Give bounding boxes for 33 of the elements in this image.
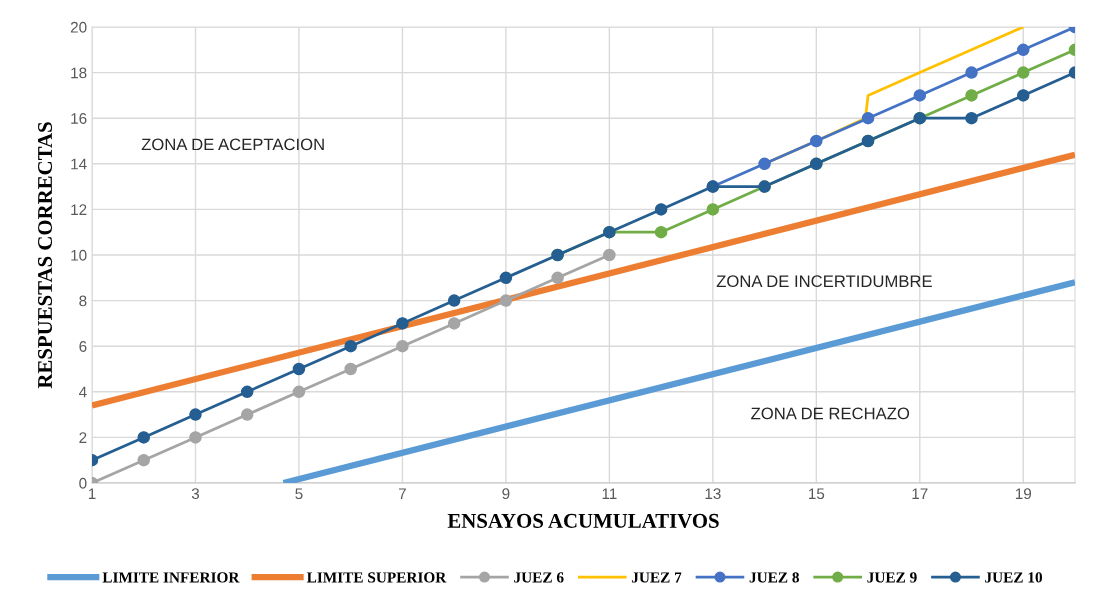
y-tick-label: 6 (79, 341, 87, 352)
legend-label: JUEZ 10 (985, 572, 1043, 583)
x-tick-label: 19 (1015, 488, 1032, 500)
x-axis-title: ENSAYOS ACUMULATIVOS (447, 513, 719, 528)
x-tick-label: 17 (912, 488, 928, 499)
y-axis-title: RESPUESTAS CORRECTAS (38, 122, 53, 389)
x-tick-label: 13 (705, 488, 721, 500)
annotation: ZONA DE ACEPTACION (141, 138, 324, 151)
y-tick-label: 16 (71, 113, 87, 124)
legend-label: JUEZ 7 (631, 572, 682, 583)
legend-label: JUEZ 6 (514, 572, 564, 583)
y-tick-label: 20 (70, 21, 87, 33)
x-tick-label: 11 (602, 488, 617, 499)
y-tick-label: 0 (79, 477, 87, 489)
y-tick-label: 2 (79, 432, 87, 443)
y-tick-label: 18 (71, 67, 87, 79)
annotation: ZONA DE RECHAZO (751, 407, 910, 420)
y-tick-label: 14 (71, 158, 87, 170)
y-tick-label: 12 (71, 204, 87, 215)
x-tick-label: 5 (295, 488, 303, 500)
x-tick-label: 15 (808, 488, 825, 500)
legend-label: LIMITE SUPERIOR (306, 572, 447, 583)
x-tick-label: 7 (398, 488, 406, 499)
y-tick-label: 4 (78, 386, 87, 398)
legend-label: LIMITE INFERIOR (102, 572, 240, 583)
x-tick-label: 9 (502, 488, 510, 500)
y-tick-label: 10 (71, 249, 87, 261)
annotation: ZONA DE INCERTIDUMBRE (716, 275, 932, 288)
legend-label: JUEZ 9 (867, 572, 917, 583)
x-tick-label: 1 (88, 488, 96, 499)
legend-label: JUEZ 8 (749, 572, 799, 583)
x-tick-label: 3 (191, 488, 200, 500)
y-tick-label: 8 (79, 295, 87, 307)
